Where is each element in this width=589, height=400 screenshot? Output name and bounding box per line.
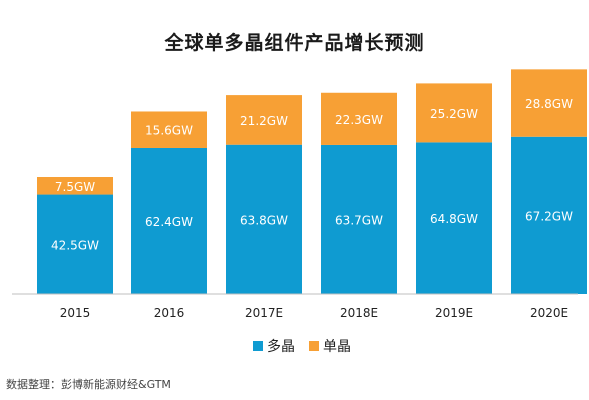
data-label-duojing: 64.8GW — [430, 212, 478, 226]
data-label-danjing: 15.6GW — [145, 124, 193, 138]
bar-duojing-2016 — [131, 147, 207, 294]
data-label-duojing: 63.7GW — [335, 213, 383, 227]
x-tick-label: 2015 — [60, 306, 91, 320]
bar-danjing-2020e — [511, 69, 587, 137]
data-label-danjing: 28.8GW — [525, 97, 573, 111]
bar-danjing-2016 — [131, 111, 207, 148]
bar-duojing-2015 — [37, 194, 113, 294]
bar-danjing-2015 — [37, 177, 113, 195]
bar-duojing-2019e — [416, 142, 492, 294]
x-tick-label: 2018E — [340, 306, 378, 320]
chart-title: 全球单多晶组件产品增长预测 — [164, 32, 425, 54]
x-tick-label: 2020E — [530, 306, 568, 320]
data-label-duojing: 42.5GW — [51, 238, 99, 252]
data-label-duojing: 62.4GW — [145, 215, 193, 229]
data-label-danjing: 22.3GW — [335, 113, 383, 127]
x-tick-label: 2019E — [435, 306, 473, 320]
data-label-danjing: 7.5GW — [55, 180, 95, 194]
data-label-duojing: 63.8GW — [240, 213, 288, 227]
data-label-danjing: 25.2GW — [430, 107, 478, 121]
bar-danjing-2018e — [321, 92, 397, 145]
legend-swatch-duojing — [253, 341, 263, 351]
source-note: 数据整理：彭博新能源财经&GTM — [6, 378, 171, 391]
legend-label-danjing: 单晶 — [323, 339, 351, 355]
data-label-duojing: 67.2GW — [525, 209, 573, 223]
bar-duojing-2018e — [321, 144, 397, 294]
bar-danjing-2019e — [416, 83, 492, 143]
x-tick-label: 2016 — [154, 306, 185, 320]
data-label-danjing: 21.2GW — [240, 114, 288, 128]
bar-duojing-2017e — [226, 144, 302, 294]
bar-danjing-2017e — [226, 95, 302, 145]
bar-duojing-2020e — [511, 136, 587, 294]
legend-swatch-danjing — [309, 341, 319, 351]
legend-label-duojing: 多晶 — [267, 338, 295, 355]
x-tick-label: 2017E — [245, 306, 283, 320]
